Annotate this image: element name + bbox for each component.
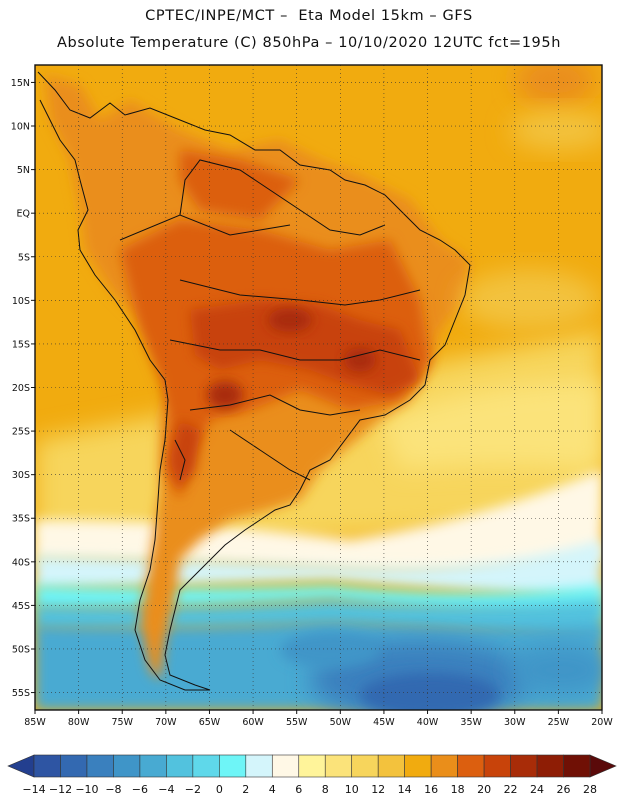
colorbar-swatch xyxy=(192,754,220,778)
chart-title: CPTEC/INPE/MCT – Eta Model 15km – GFS xyxy=(145,8,473,24)
longitude-label: 55W xyxy=(286,717,308,728)
longitude-label: 60W xyxy=(242,717,264,728)
colorbar-swatch xyxy=(430,754,458,778)
longitude-label: 40W xyxy=(417,717,439,728)
colorbar-swatch xyxy=(166,754,194,778)
colorbar-tick-label: 16 xyxy=(424,783,438,796)
colorbar-swatch xyxy=(377,754,405,778)
longitude-label: 30W xyxy=(504,717,526,728)
colorbar-tick-label: 0 xyxy=(216,783,223,796)
colorbar-swatch xyxy=(271,754,300,778)
colorbar-arrow-high xyxy=(589,754,617,778)
temperature-field xyxy=(35,65,602,710)
longitude-label: 20W xyxy=(591,717,613,728)
colorbar-swatch xyxy=(324,754,353,778)
colorbar-swatch xyxy=(563,754,591,778)
graticule xyxy=(35,65,602,710)
longitude-label: 85W xyxy=(24,717,46,728)
longitude-label: 35W xyxy=(460,717,482,728)
colorbar-tick-label: 18 xyxy=(451,783,465,796)
colorbar-swatch xyxy=(510,754,538,778)
colorbar-swatch xyxy=(245,754,273,778)
colorbar-swatch xyxy=(86,754,114,778)
longitude-label: 25W xyxy=(548,717,570,728)
colorbar-tick-label: −8 xyxy=(105,783,121,796)
longitude-label: 45W xyxy=(373,717,395,728)
colorbar-tick-label: 10 xyxy=(345,783,359,796)
coastline xyxy=(37,71,471,691)
colorbar-swatch xyxy=(457,754,485,778)
colorbar-tick-label: −14 xyxy=(22,783,45,796)
colorbar-tick-label: 20 xyxy=(477,783,491,796)
colorbar-tick-label: 6 xyxy=(295,783,302,796)
colorbar-swatch xyxy=(33,754,61,778)
colorbar-tick-label: −4 xyxy=(158,783,174,796)
colorbar-swatch xyxy=(219,754,247,778)
colorbar-swatch xyxy=(113,754,141,778)
colorbar-tick-label: −12 xyxy=(49,783,72,796)
colorbar-swatch xyxy=(351,754,379,778)
colorbar: −14 −12 −10 −8 −6 −4 −2 0 2 4 6 8 10 12 14 16 18 20 22 24 26… xyxy=(7,754,617,796)
latitude-label: 50S xyxy=(12,644,30,655)
latitude-label: 30S xyxy=(12,470,30,481)
colorbar-swatch xyxy=(483,754,511,778)
longitude-label: 75W xyxy=(111,717,133,728)
latitude-label: 45S xyxy=(12,601,30,612)
colorbar-tick-label: −10 xyxy=(75,783,98,796)
colorbar-tick-label: −6 xyxy=(132,783,148,796)
colorbar-arrow-low xyxy=(7,754,35,778)
longitude-label: 65W xyxy=(199,717,221,728)
colorbar-tick-label: 28 xyxy=(583,783,597,796)
latitude-label: 15N xyxy=(11,78,30,89)
colorbar-swatch xyxy=(298,754,326,778)
latitude-label: 25S xyxy=(12,427,30,438)
latitude-label: 40S xyxy=(12,557,30,568)
latitude-label: 5S xyxy=(18,252,30,263)
colorbar-tick-label: 12 xyxy=(371,783,385,796)
latitude-axis: 15N 10N 5N EQ 5S 10S 15S 20S 25S 30S 35S 40S 45S 50S 5… xyxy=(11,78,35,699)
colorbar-tick-label: 26 xyxy=(557,783,571,796)
colorbar-tick-label: 22 xyxy=(504,783,518,796)
latitude-label: 10N xyxy=(11,122,30,133)
colorbar-tick-label: 14 xyxy=(398,783,412,796)
chart-subtitle: Absolute Temperature (C) 850hPa – 10/10/… xyxy=(57,35,561,51)
longitude-label: 80W xyxy=(68,717,90,728)
colorbar-tick-label: 2 xyxy=(242,783,249,796)
latitude-label: 15S xyxy=(12,339,30,350)
longitude-label: 70W xyxy=(155,717,177,728)
colorbar-swatch xyxy=(60,754,88,778)
latitude-label: 35S xyxy=(12,514,30,525)
colorbar-swatch xyxy=(139,754,167,778)
latitude-label: EQ xyxy=(17,209,30,220)
colorbar-tick-label: 24 xyxy=(530,783,544,796)
longitude-axis: 85W 80W 75W 70W 65W 60W 55W 50W 45W 40W 35W 30W 25W 2… xyxy=(24,710,613,728)
latitude-label: 20S xyxy=(12,383,30,394)
colorbar-tick-label: 4 xyxy=(269,783,276,796)
latitude-label: 10S xyxy=(12,296,30,307)
colorbar-swatch xyxy=(536,754,564,778)
colorbar-tick-label: 8 xyxy=(322,783,329,796)
latitude-label: 55S xyxy=(12,688,30,699)
latitude-label: 5N xyxy=(17,165,30,176)
colorbar-swatch xyxy=(404,754,432,778)
longitude-label: 50W xyxy=(330,717,352,728)
colorbar-tick-label: −2 xyxy=(185,783,201,796)
